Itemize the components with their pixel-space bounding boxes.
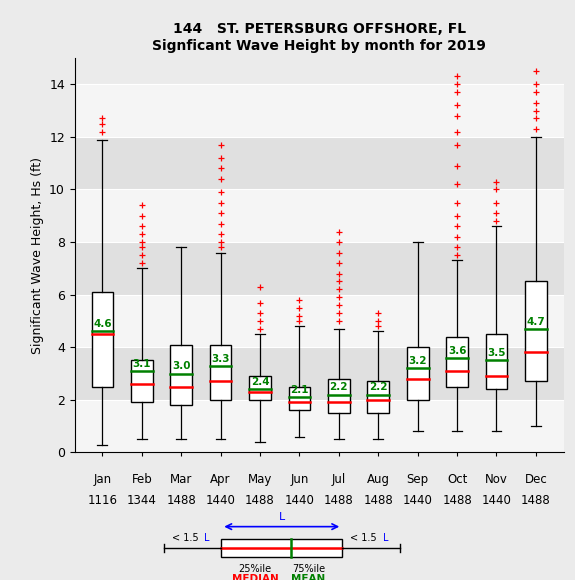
Text: 3.0: 3.0	[172, 361, 190, 371]
Text: 3.5: 3.5	[487, 348, 506, 358]
Text: Jun: Jun	[290, 473, 309, 485]
Text: 3.3: 3.3	[212, 354, 230, 364]
Bar	[486, 334, 507, 389]
Bar	[75, 347, 564, 400]
Bar	[367, 382, 389, 413]
Text: 3.1: 3.1	[132, 359, 151, 369]
Bar	[249, 376, 271, 400]
Text: 1488: 1488	[363, 494, 393, 507]
Text: 1440: 1440	[285, 494, 315, 507]
Text: L: L	[382, 534, 388, 543]
Text: 2.2: 2.2	[329, 382, 348, 393]
Text: 1488: 1488	[166, 494, 196, 507]
Bar	[75, 84, 564, 137]
Text: 1488: 1488	[442, 494, 472, 507]
Text: Oct: Oct	[447, 473, 467, 485]
Text: < 1.5: < 1.5	[172, 534, 202, 543]
Text: L: L	[279, 512, 285, 522]
Bar	[75, 242, 564, 295]
Text: 2.2: 2.2	[369, 382, 388, 393]
Text: 4.6: 4.6	[93, 320, 112, 329]
Text: Feb: Feb	[131, 473, 152, 485]
Text: 1344: 1344	[127, 494, 157, 507]
Bar	[91, 292, 113, 387]
Text: Dec: Dec	[524, 473, 547, 485]
Text: 1440: 1440	[481, 494, 511, 507]
Text: Mar: Mar	[170, 473, 193, 485]
Text: 1488: 1488	[521, 494, 551, 507]
Bar	[75, 400, 564, 452]
Bar	[328, 379, 350, 413]
Text: MEAN: MEAN	[291, 574, 325, 580]
Bar	[170, 345, 192, 405]
Bar	[525, 281, 547, 382]
Text: 2.4: 2.4	[251, 377, 269, 387]
Text: Jan: Jan	[93, 473, 112, 485]
Text: 1488: 1488	[245, 494, 275, 507]
Text: 75%ile: 75%ile	[292, 564, 325, 574]
Text: Sep: Sep	[407, 473, 429, 485]
Text: 3.2: 3.2	[408, 356, 427, 366]
Text: Jul: Jul	[332, 473, 346, 485]
Text: 1440: 1440	[402, 494, 432, 507]
Bar	[289, 387, 310, 410]
Text: Nov: Nov	[485, 473, 508, 485]
Bar	[131, 360, 152, 403]
Text: 2.1: 2.1	[290, 385, 309, 395]
Text: Apr: Apr	[210, 473, 231, 485]
Bar	[75, 137, 564, 190]
Text: 25%ile: 25%ile	[239, 564, 272, 574]
Text: < 1.5: < 1.5	[350, 534, 380, 543]
Bar	[446, 337, 468, 387]
Text: May: May	[248, 473, 272, 485]
Bar	[75, 190, 564, 242]
Bar	[75, 295, 564, 347]
Title: 144   ST. PETERSBURG OFFSHORE, FL
Signficant Wave Height by month for 2019: 144 ST. PETERSBURG OFFSHORE, FL Signfica…	[152, 23, 486, 53]
Bar	[407, 347, 428, 400]
Y-axis label: Significant Wave Height, Hs (ft): Significant Wave Height, Hs (ft)	[30, 157, 44, 354]
Text: 1116: 1116	[87, 494, 117, 507]
Text: 3.6: 3.6	[448, 346, 466, 356]
Text: 1488: 1488	[324, 494, 354, 507]
Text: 4.7: 4.7	[527, 317, 546, 327]
Bar	[210, 345, 231, 400]
Text: 1440: 1440	[206, 494, 236, 507]
Text: Aug: Aug	[367, 473, 390, 485]
Text: MEDIAN: MEDIAN	[232, 574, 278, 580]
Text: L: L	[204, 534, 210, 543]
